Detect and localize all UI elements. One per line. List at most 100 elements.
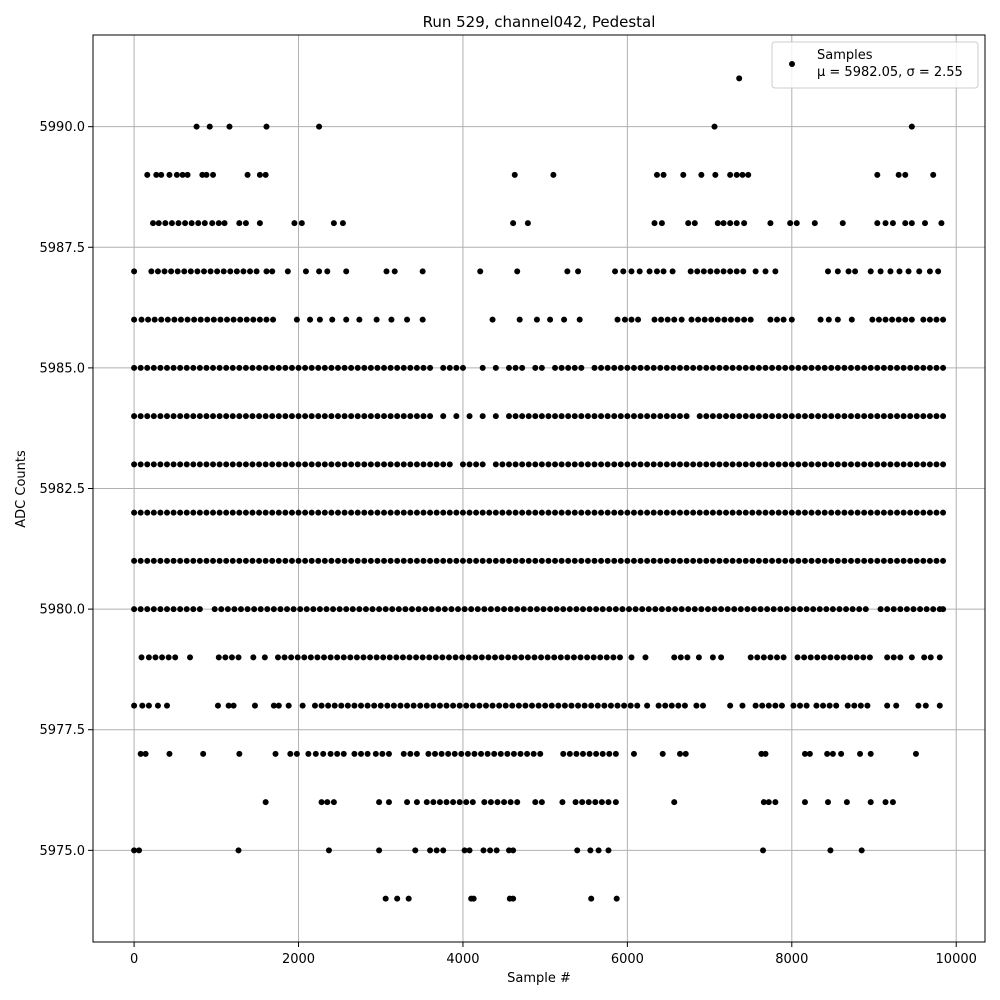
data-point	[394, 364, 401, 371]
data-point	[272, 750, 279, 757]
data-point	[794, 654, 801, 661]
data-point	[685, 220, 692, 227]
data-point	[307, 316, 314, 323]
data-point	[721, 316, 728, 323]
data-point	[456, 702, 463, 709]
data-point	[558, 461, 565, 468]
data-point	[308, 413, 315, 420]
data-point	[861, 461, 868, 468]
data-point	[545, 461, 552, 468]
data-point	[471, 750, 478, 757]
data-point	[527, 606, 534, 613]
data-point	[131, 364, 138, 371]
data-point	[736, 413, 743, 420]
data-point	[394, 509, 401, 516]
data-point	[857, 750, 864, 757]
data-point	[514, 268, 521, 275]
data-point	[747, 654, 754, 661]
data-point	[242, 461, 249, 468]
data-point	[427, 413, 434, 420]
data-point	[184, 316, 191, 323]
data-point	[402, 606, 409, 613]
data-point	[803, 606, 810, 613]
data-point	[262, 799, 269, 806]
data-point	[880, 509, 887, 516]
data-point	[884, 606, 891, 613]
data-point	[229, 461, 236, 468]
data-point	[387, 413, 394, 420]
data-point	[723, 461, 730, 468]
data-point	[757, 606, 764, 613]
data-point	[884, 702, 891, 709]
data-point	[612, 750, 619, 757]
data-point	[676, 461, 683, 468]
data-point	[450, 702, 457, 709]
data-point	[264, 606, 271, 613]
data-point	[151, 316, 158, 323]
data-point	[183, 461, 190, 468]
data-point	[617, 509, 624, 516]
data-point	[755, 413, 762, 420]
x-tick-label: 2000	[282, 952, 315, 967]
data-point	[780, 316, 787, 323]
data-point	[223, 509, 230, 516]
data-point	[210, 461, 217, 468]
data-point	[400, 750, 407, 757]
data-point	[588, 702, 595, 709]
data-point	[775, 461, 782, 468]
data-point	[432, 654, 439, 661]
data-point	[356, 606, 363, 613]
data-point	[404, 799, 411, 806]
data-point	[599, 750, 606, 757]
data-point	[720, 268, 727, 275]
data-point	[210, 509, 217, 516]
data-point	[908, 220, 915, 227]
data-point	[651, 220, 658, 227]
data-point	[621, 316, 628, 323]
data-point	[443, 702, 450, 709]
data-point	[749, 364, 756, 371]
data-point	[826, 702, 833, 709]
data-point	[183, 557, 190, 564]
data-point	[316, 268, 323, 275]
data-point	[440, 557, 447, 564]
data-point	[354, 364, 361, 371]
data-point	[555, 702, 562, 709]
data-point	[404, 702, 411, 709]
data-point	[433, 557, 440, 564]
data-point	[579, 799, 586, 806]
data-point	[762, 557, 769, 564]
data-point	[696, 461, 703, 468]
data-point	[880, 557, 887, 564]
data-point	[829, 750, 836, 757]
data-point	[131, 316, 138, 323]
data-point	[841, 461, 848, 468]
data-point	[210, 364, 217, 371]
legend-frame	[771, 41, 979, 89]
data-point	[847, 461, 854, 468]
data-point	[801, 509, 808, 516]
data-point	[642, 654, 649, 661]
data-point	[284, 606, 291, 613]
data-point	[690, 509, 697, 516]
data-point	[216, 557, 223, 564]
data-point	[694, 268, 701, 275]
data-point	[136, 847, 143, 854]
data-point	[330, 606, 337, 613]
data-point	[163, 364, 170, 371]
data-point	[262, 461, 269, 468]
data-point	[834, 461, 841, 468]
data-point	[168, 268, 175, 275]
data-point	[813, 702, 820, 709]
data-point	[874, 557, 881, 564]
data-point	[253, 268, 260, 275]
chart-title: Run 529, channel042, Pedestal	[423, 13, 656, 31]
data-point	[492, 654, 499, 661]
data-point	[413, 364, 420, 371]
data-point	[663, 364, 670, 371]
data-point	[438, 750, 445, 757]
data-point	[603, 654, 610, 661]
data-point	[672, 606, 679, 613]
data-point	[256, 557, 263, 564]
data-points	[131, 75, 947, 902]
